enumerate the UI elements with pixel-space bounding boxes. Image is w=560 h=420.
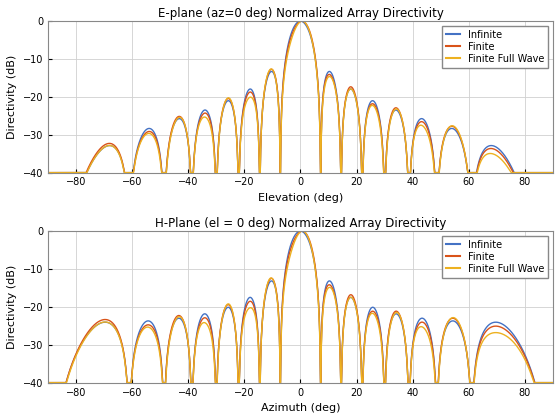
Finite Full Wave <box>227 97 234 102</box>
Infinite <box>44 170 51 175</box>
Finite Full Wave <box>366 315 372 320</box>
Title: H-Plane (el = 0 deg) Normalized Array Directivity: H-Plane (el = 0 deg) Normalized Array Di… <box>155 217 446 230</box>
Infinite <box>44 380 51 385</box>
Finite Full Wave <box>299 228 306 234</box>
Finite <box>366 313 372 318</box>
Legend: Infinite, Finite, Finite Full Wave: Infinite, Finite, Finite Full Wave <box>442 236 548 278</box>
Finite Full Wave <box>70 360 77 365</box>
Finite <box>299 228 306 234</box>
Line: Finite: Finite <box>48 21 553 173</box>
Finite Full Wave <box>44 380 51 385</box>
Finite <box>446 318 453 323</box>
Finite <box>366 105 372 110</box>
Finite Full Wave <box>70 170 77 175</box>
Infinite <box>297 18 304 24</box>
Finite Full Wave <box>419 325 426 330</box>
Finite <box>419 119 426 124</box>
Finite <box>44 380 51 385</box>
Finite <box>227 304 234 310</box>
Infinite <box>70 359 77 364</box>
Line: Infinite: Infinite <box>48 21 553 173</box>
Finite <box>44 170 51 175</box>
Finite Full Wave <box>343 93 350 98</box>
Finite <box>343 91 350 96</box>
Infinite <box>70 170 77 175</box>
Legend: Infinite, Finite, Finite Full Wave: Infinite, Finite, Finite Full Wave <box>442 26 548 68</box>
Y-axis label: Directivity (dB): Directivity (dB) <box>7 265 17 349</box>
Y-axis label: Directivity (dB): Directivity (dB) <box>7 55 17 139</box>
Infinite <box>419 116 426 121</box>
Finite <box>550 170 557 175</box>
Infinite <box>446 127 453 132</box>
Finite <box>343 299 350 304</box>
Finite <box>419 320 426 325</box>
Finite <box>446 125 453 130</box>
Finite Full Wave <box>446 125 453 130</box>
Line: Infinite: Infinite <box>48 231 553 383</box>
Finite Full Wave <box>419 123 426 128</box>
Infinite <box>227 307 234 312</box>
Infinite <box>446 320 453 325</box>
Finite Full Wave <box>227 304 234 309</box>
Infinite <box>419 316 426 321</box>
Infinite <box>343 92 350 97</box>
Title: E-plane (az=0 deg) Normalized Array Directivity: E-plane (az=0 deg) Normalized Array Dire… <box>157 7 444 20</box>
Finite Full Wave <box>299 18 306 24</box>
Finite <box>298 18 305 24</box>
Infinite <box>297 228 304 234</box>
X-axis label: Azimuth (deg): Azimuth (deg) <box>261 403 340 413</box>
Finite <box>227 98 234 103</box>
Finite <box>70 170 77 175</box>
Infinite <box>366 103 372 108</box>
Infinite <box>550 170 557 175</box>
Infinite <box>366 310 372 315</box>
Finite Full Wave <box>44 170 51 175</box>
Infinite <box>227 100 234 105</box>
Finite Full Wave <box>550 170 557 175</box>
Line: Finite: Finite <box>48 231 553 383</box>
Finite Full Wave <box>550 380 557 385</box>
Line: Finite Full Wave: Finite Full Wave <box>48 21 553 173</box>
Infinite <box>343 301 350 306</box>
Finite <box>550 380 557 385</box>
Finite Full Wave <box>446 318 453 323</box>
Infinite <box>550 380 557 385</box>
Finite Full Wave <box>343 302 350 307</box>
X-axis label: Elevation (deg): Elevation (deg) <box>258 193 343 203</box>
Finite <box>70 358 77 363</box>
Finite Full Wave <box>366 107 372 112</box>
Line: Finite Full Wave: Finite Full Wave <box>48 231 553 383</box>
